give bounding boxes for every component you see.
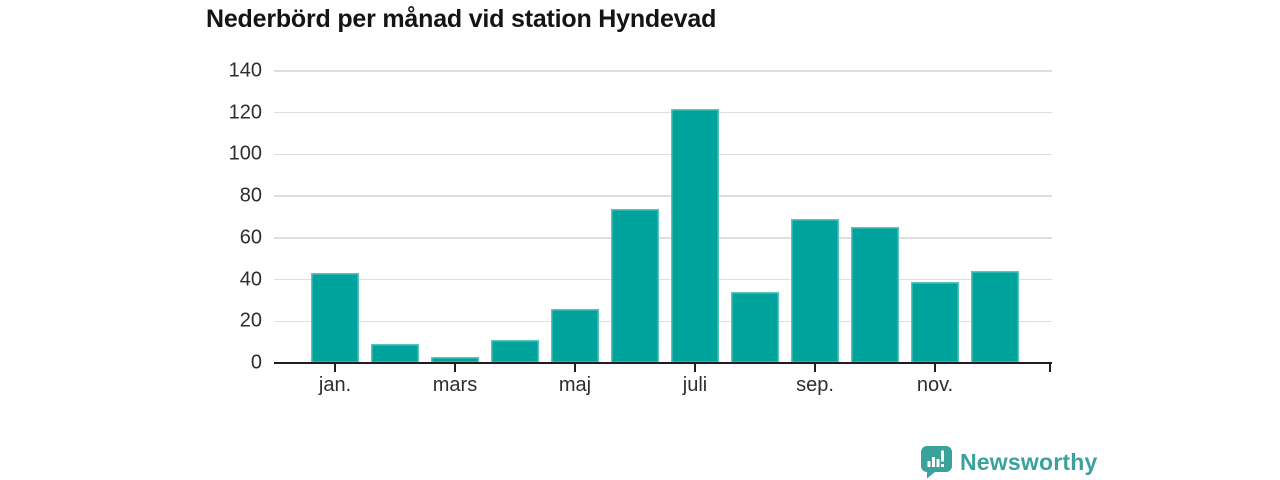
x-axis-tick xyxy=(934,363,936,372)
gridline xyxy=(274,195,1052,197)
x-axis-label: juli xyxy=(682,374,708,396)
x-axis-label: maj xyxy=(558,374,592,396)
y-axis-label: 60 xyxy=(239,226,262,249)
x-axis-end-tick xyxy=(1049,363,1051,372)
x-axis-tick xyxy=(694,363,696,372)
bar xyxy=(791,219,839,363)
x-axis-tick xyxy=(814,363,816,372)
x-axis-label: jan. xyxy=(318,374,352,396)
bar xyxy=(971,271,1019,363)
x-axis-label: nov. xyxy=(916,374,954,396)
bar xyxy=(371,344,419,363)
bar xyxy=(491,340,539,363)
bar xyxy=(311,273,359,363)
y-axis-label: 20 xyxy=(239,309,262,332)
newsworthy-logo-text: Newsworthy xyxy=(960,448,1098,475)
y-axis-label: 100 xyxy=(228,142,262,165)
x-axis-tick xyxy=(574,363,576,372)
gridline xyxy=(274,237,1052,239)
gridline xyxy=(274,278,1052,281)
bar xyxy=(431,356,479,363)
bar xyxy=(671,108,719,363)
y-axis-label: 80 xyxy=(239,184,262,207)
gridline xyxy=(274,70,1052,72)
newsworthy-bar-chart-pin-icon xyxy=(920,445,953,479)
x-axis-line xyxy=(274,362,1052,364)
gridline xyxy=(274,112,1052,114)
plot-area: 0 20 40 60 80 100 120 140 jan. mars maj juli sep. nov… xyxy=(229,60,1052,396)
chart-title: Nederbörd per månad vid station Hyndevad xyxy=(206,5,717,33)
bar xyxy=(551,308,599,363)
y-axis-label: 140 xyxy=(228,59,262,82)
gridline xyxy=(274,320,1052,322)
bar xyxy=(851,227,899,363)
x-axis-label: mars xyxy=(432,374,478,396)
bar xyxy=(611,208,659,363)
x-axis-tick xyxy=(454,363,456,372)
y-axis-label: 0 xyxy=(250,351,262,374)
x-axis-tick xyxy=(334,363,336,372)
gridline xyxy=(274,153,1052,156)
y-axis-label: 120 xyxy=(228,101,262,124)
bar xyxy=(911,281,959,363)
x-axis-label: sep. xyxy=(796,374,834,396)
newsworthy-logo: Newsworthy xyxy=(920,445,1097,479)
bar xyxy=(731,292,779,363)
y-axis-label: 40 xyxy=(239,268,262,291)
